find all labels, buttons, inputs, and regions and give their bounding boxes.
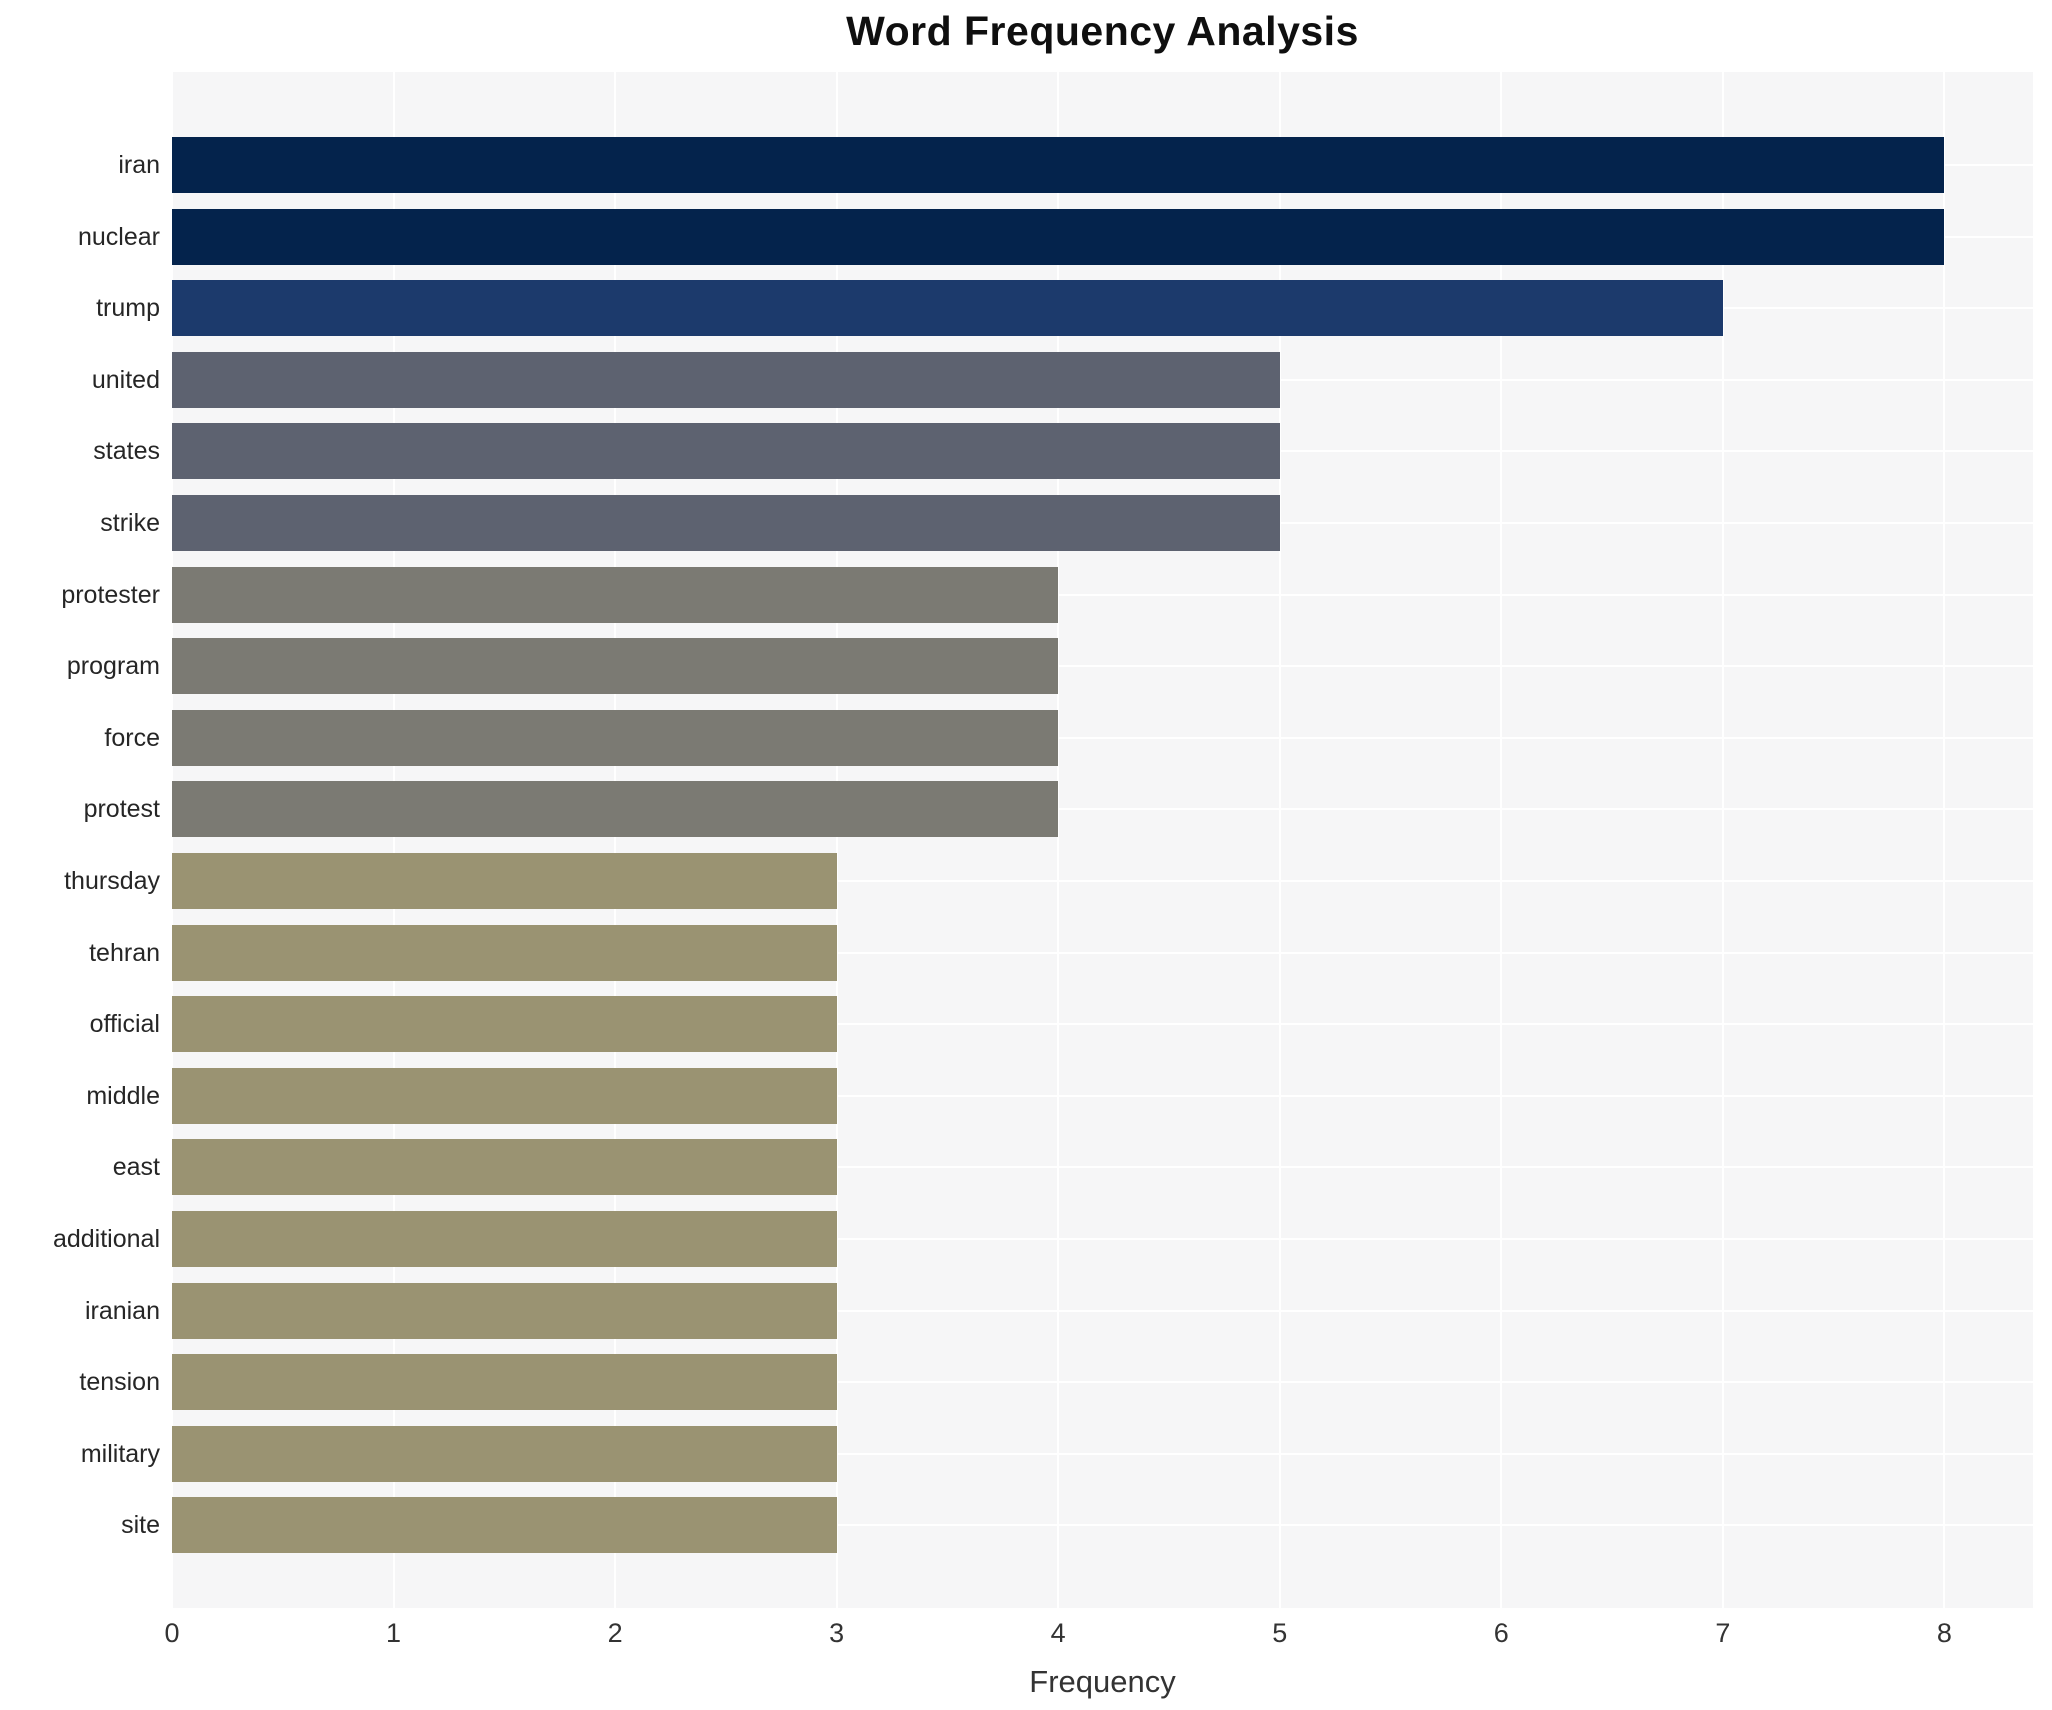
- bar-force: [172, 709, 1059, 766]
- y-tick-label-strike: strike: [100, 509, 160, 537]
- y-gridline: [172, 665, 2033, 668]
- y-gridline: [172, 593, 2033, 596]
- chart-title: Word Frequency Analysis: [846, 8, 1359, 54]
- bar-iranian: [172, 1282, 837, 1339]
- x-gridline: [835, 72, 838, 1608]
- y-tick-label-tehran: tehran: [89, 938, 160, 967]
- bar-official: [172, 996, 837, 1053]
- x-tick-label-5: 5: [1272, 1618, 1288, 1648]
- x-gridline: [614, 72, 617, 1608]
- y-gridline: [172, 808, 2033, 811]
- y-tick-label-official: official: [89, 1010, 160, 1039]
- x-gridline: [1057, 72, 1060, 1608]
- y-tick-label-thursday: thursday: [64, 867, 160, 895]
- x-gridline: [1721, 72, 1724, 1608]
- y-gridline: [172, 1166, 2033, 1169]
- y-gridline: [172, 1238, 2033, 1240]
- y-tick-label-states: states: [93, 437, 160, 466]
- bar-middle: [172, 1067, 837, 1124]
- y-tick-label-military: military: [80, 1439, 160, 1468]
- bar-east: [172, 1139, 837, 1196]
- bar-protest: [172, 781, 1059, 838]
- x-tick-label-2: 2: [607, 1618, 623, 1648]
- x-tick-label-4: 4: [1050, 1618, 1066, 1648]
- y-tick-label-additional: additional: [52, 1225, 160, 1253]
- x-gridline: [1500, 72, 1503, 1608]
- bar-tehran: [172, 924, 837, 981]
- y-tick-label-iran: iran: [118, 151, 160, 179]
- bar-iran: [172, 137, 1945, 193]
- y-tick-label-trump: trump: [96, 294, 160, 323]
- x-gridline: [1278, 72, 1281, 1608]
- y-gridline: [172, 1524, 2033, 1527]
- x-gridline: [1943, 72, 1946, 1608]
- bar-site: [172, 1497, 837, 1554]
- y-tick-label-united: united: [91, 365, 160, 394]
- y-tick-label-nuclear: nuclear: [78, 222, 160, 251]
- bar-tension: [172, 1354, 837, 1411]
- bar-united: [172, 351, 1280, 408]
- x-axis-label: Frequency: [1029, 1664, 1176, 1699]
- y-tick-label-iranian: iranian: [84, 1296, 160, 1325]
- y-tick-label-force: force: [104, 723, 160, 752]
- bar-trump: [172, 280, 1723, 337]
- y-tick-label-east: east: [112, 1153, 160, 1182]
- bar-nuclear: [172, 208, 1945, 265]
- y-gridline: [172, 1023, 2033, 1026]
- y-tick-label-protest: protest: [83, 795, 160, 824]
- x-tick-label-6: 6: [1493, 1618, 1509, 1648]
- bar-states: [172, 423, 1280, 480]
- y-gridline: [172, 951, 2033, 954]
- y-tick-label-site: site: [121, 1511, 160, 1540]
- y-gridline: [172, 1381, 2033, 1384]
- y-gridline: [172, 880, 2033, 882]
- x-tick-label-8: 8: [1936, 1618, 1952, 1648]
- x-tick-label-7: 7: [1715, 1618, 1731, 1648]
- bar-strike: [172, 495, 1280, 551]
- bar-military: [172, 1425, 837, 1482]
- bar-thursday: [172, 853, 837, 909]
- y-gridline: [172, 1094, 2033, 1097]
- y-gridline: [172, 1452, 2033, 1455]
- bar-program: [172, 638, 1059, 695]
- x-tick-label-1: 1: [386, 1618, 402, 1648]
- x-tick-label-0: 0: [164, 1618, 180, 1648]
- bar-additional: [172, 1211, 837, 1267]
- y-gridline: [172, 736, 2033, 739]
- x-gridline: [171, 72, 173, 1608]
- x-gridline: [392, 72, 395, 1608]
- y-tick-label-program: program: [66, 652, 160, 681]
- x-tick-label-3: 3: [829, 1618, 845, 1648]
- y-tick-label-protester: protester: [61, 580, 160, 609]
- y-gridline: [172, 1309, 2033, 1312]
- plot-area: [171, 72, 2033, 1608]
- y-tick-label-tension: tension: [79, 1368, 160, 1397]
- bar-protester: [172, 566, 1059, 623]
- y-tick-label-middle: middle: [86, 1081, 160, 1110]
